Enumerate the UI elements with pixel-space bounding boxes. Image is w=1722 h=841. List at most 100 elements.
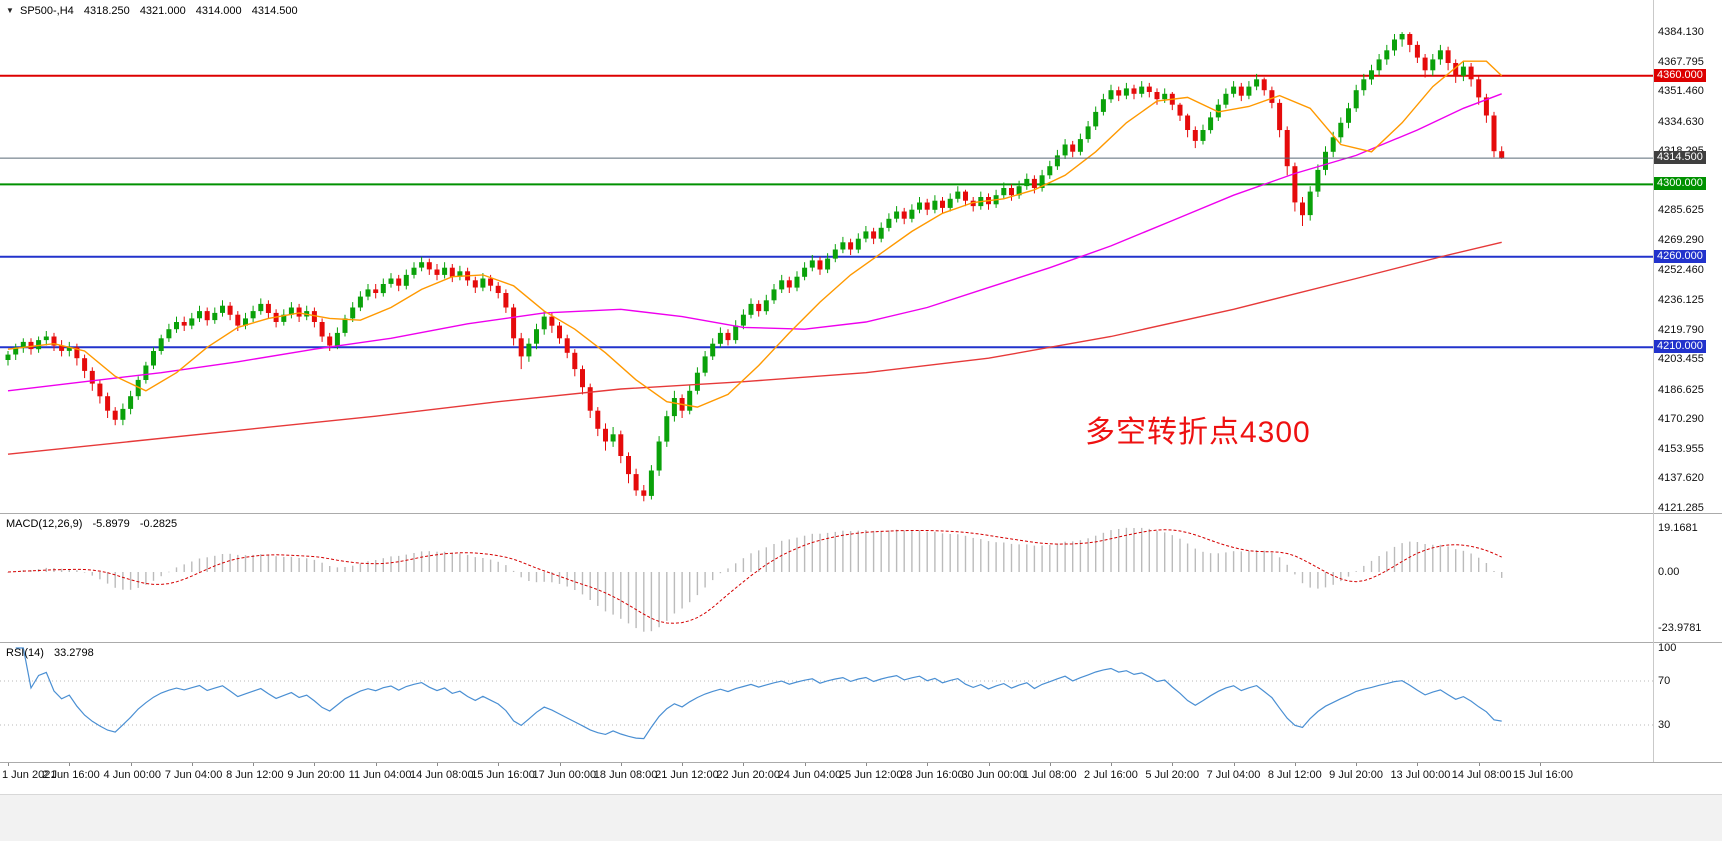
macd-axis-label: -23.9781 — [1658, 621, 1702, 634]
time-tick — [498, 762, 500, 766]
time-axis-label: 9 Jul 20:00 — [1329, 769, 1383, 781]
macd-axis-label: 19.1681 — [1658, 521, 1698, 534]
rsi-axis-label: 30 — [1658, 719, 1671, 731]
quote-close: 4314.500 — [251, 5, 298, 17]
price-axis-label: 4219.790 — [1658, 323, 1704, 336]
rsi-value: 33.2798 — [53, 647, 94, 659]
time-axis-label: 28 Jun 16:00 — [900, 769, 964, 781]
time-tick — [927, 762, 929, 766]
price-badge: 4300.000 — [1654, 177, 1706, 191]
time-axis-separator — [0, 762, 1722, 763]
time-axis-label: 2 Jun 16:00 — [42, 769, 100, 781]
time-tick — [1478, 762, 1480, 766]
time-axis-label: 13 Jul 00:00 — [1390, 769, 1451, 781]
quote-open: 4318.250 — [83, 5, 130, 17]
one-click-trading-icon[interactable]: ▼ — [6, 6, 14, 15]
price-axis[interactable]: 4384.1304367.7954351.4604334.6304318.295… — [1654, 0, 1722, 762]
time-tick — [743, 762, 745, 766]
macd-indicator-label: MACD(12,26,9) -5.8979 -0.2825 — [6, 518, 177, 530]
time-axis-label: 18 Jun 08:00 — [593, 769, 658, 781]
time-axis-label: 14 Jun 08:00 — [409, 769, 474, 781]
time-axis-label: 8 Jun 12:00 — [226, 769, 284, 781]
annotation-text: 多空转折点4300 — [1085, 416, 1311, 449]
time-axis-label: 21 Jun 12:00 — [655, 769, 719, 781]
macd-value-signal: -0.2825 — [139, 518, 178, 530]
price-axis-label: 4269.290 — [1658, 233, 1704, 246]
time-tick — [1049, 762, 1051, 766]
time-axis-label: 11 Jun 04:00 — [348, 769, 412, 781]
price-axis-label: 4367.795 — [1658, 55, 1704, 68]
price-axis-label: 4137.620 — [1658, 472, 1704, 485]
price-axis-label: 4384.130 — [1658, 26, 1704, 38]
time-axis-label: 24 Jun 04:00 — [777, 769, 842, 781]
chart-canvas[interactable] — [0, 0, 1653, 762]
time-tick — [375, 762, 377, 766]
time-axis-label: 7 Jul 04:00 — [1206, 769, 1261, 781]
rsi-indicator-label: RSI(14) 33.2798 — [6, 647, 94, 659]
price-axis-label: 4186.625 — [1658, 383, 1704, 396]
time-tick — [682, 762, 684, 766]
time-tick — [253, 762, 255, 766]
time-axis-label: 9 Jun 20:00 — [287, 769, 345, 781]
time-tick — [620, 762, 622, 766]
time-axis-label: 2 Jul 16:00 — [1084, 769, 1138, 781]
price-badge: 4314.500 — [1654, 151, 1706, 165]
time-tick — [1111, 762, 1112, 766]
time-tick — [437, 762, 438, 766]
quote-low: 4314.000 — [195, 5, 242, 17]
time-tick — [865, 762, 867, 766]
time-axis-label: 7 Jun 04:00 — [164, 769, 223, 781]
rsi-axis-label: 100 — [1658, 642, 1677, 654]
price-badge: 4260.000 — [1654, 249, 1706, 263]
time-axis-label: 1 Jun 2021 — [2, 769, 57, 781]
rsi-axis-label: 70 — [1658, 675, 1671, 687]
macd-axis-label: 0.00 — [1658, 566, 1680, 578]
time-axis-label: 14 Jul 08:00 — [1451, 769, 1512, 781]
price-axis-label: 4153.955 — [1658, 442, 1704, 455]
price-axis-label: 4285.625 — [1658, 204, 1704, 217]
price-axis-label: 4351.460 — [1658, 85, 1704, 98]
time-axis-label: 8 Jul 12:00 — [1267, 769, 1322, 781]
time-axis-label: 25 Jun 12:00 — [838, 769, 903, 781]
time-axis-label: 4 Jun 00:00 — [103, 769, 162, 781]
time-axis-label: 1 Jul 08:00 — [1022, 769, 1077, 781]
pane-separator-macd[interactable] — [0, 513, 1722, 514]
price-axis-label: 4236.125 — [1658, 294, 1704, 307]
time-axis-label: 15 Jun 16:00 — [471, 769, 535, 781]
pane-separator-rsi[interactable] — [0, 642, 1722, 643]
time-tick — [1294, 762, 1296, 766]
time-axis[interactable]: 1 Jun 2021 2 Jun 16:00 4 Jun 00:00 7 Jun 04… — [0, 762, 1722, 794]
price-axis-separator — [1653, 0, 1654, 762]
time-tick — [1417, 762, 1419, 766]
price-axis-label: 4334.630 — [1658, 115, 1704, 128]
price-axis-label: 4203.455 — [1658, 353, 1704, 366]
macd-value-main: -5.8979 — [92, 518, 130, 530]
time-axis-label: 5 Jul 20:00 — [1145, 769, 1200, 781]
price-axis-label: 4121.285 — [1658, 502, 1704, 514]
time-tick — [8, 762, 9, 766]
macd-name: MACD(12,26,9) — [6, 518, 83, 530]
time-tick — [988, 762, 990, 766]
time-tick — [804, 762, 806, 766]
time-tick — [559, 762, 561, 766]
price-badge: 4360.000 — [1654, 68, 1706, 82]
time-tick — [69, 762, 71, 766]
window-bottom-strip — [0, 794, 1722, 841]
quote-high: 4321.000 — [139, 5, 186, 17]
time-tick — [130, 762, 132, 766]
symbol-period-label: SP500-,H4 — [19, 5, 74, 17]
price-axis-label: 4252.460 — [1658, 264, 1704, 277]
time-axis-label: 15 Jul 16:00 — [1513, 769, 1573, 781]
time-tick — [1172, 762, 1174, 766]
time-axis-label: 30 Jun 00:00 — [961, 769, 1026, 781]
chart-header: ▼ SP500-,H4 4318.250 4321.000 4314.000 4… — [6, 5, 298, 17]
time-axis-label: 17 Jun 00:00 — [532, 769, 597, 781]
time-axis-label: 22 Jun 20:00 — [716, 769, 780, 781]
rsi-name: RSI(14) — [6, 647, 44, 659]
time-tick — [191, 762, 193, 766]
time-tick — [1356, 762, 1358, 766]
price-badge: 4210.000 — [1654, 340, 1706, 354]
time-tick — [1233, 762, 1235, 766]
time-tick — [1540, 762, 1541, 766]
